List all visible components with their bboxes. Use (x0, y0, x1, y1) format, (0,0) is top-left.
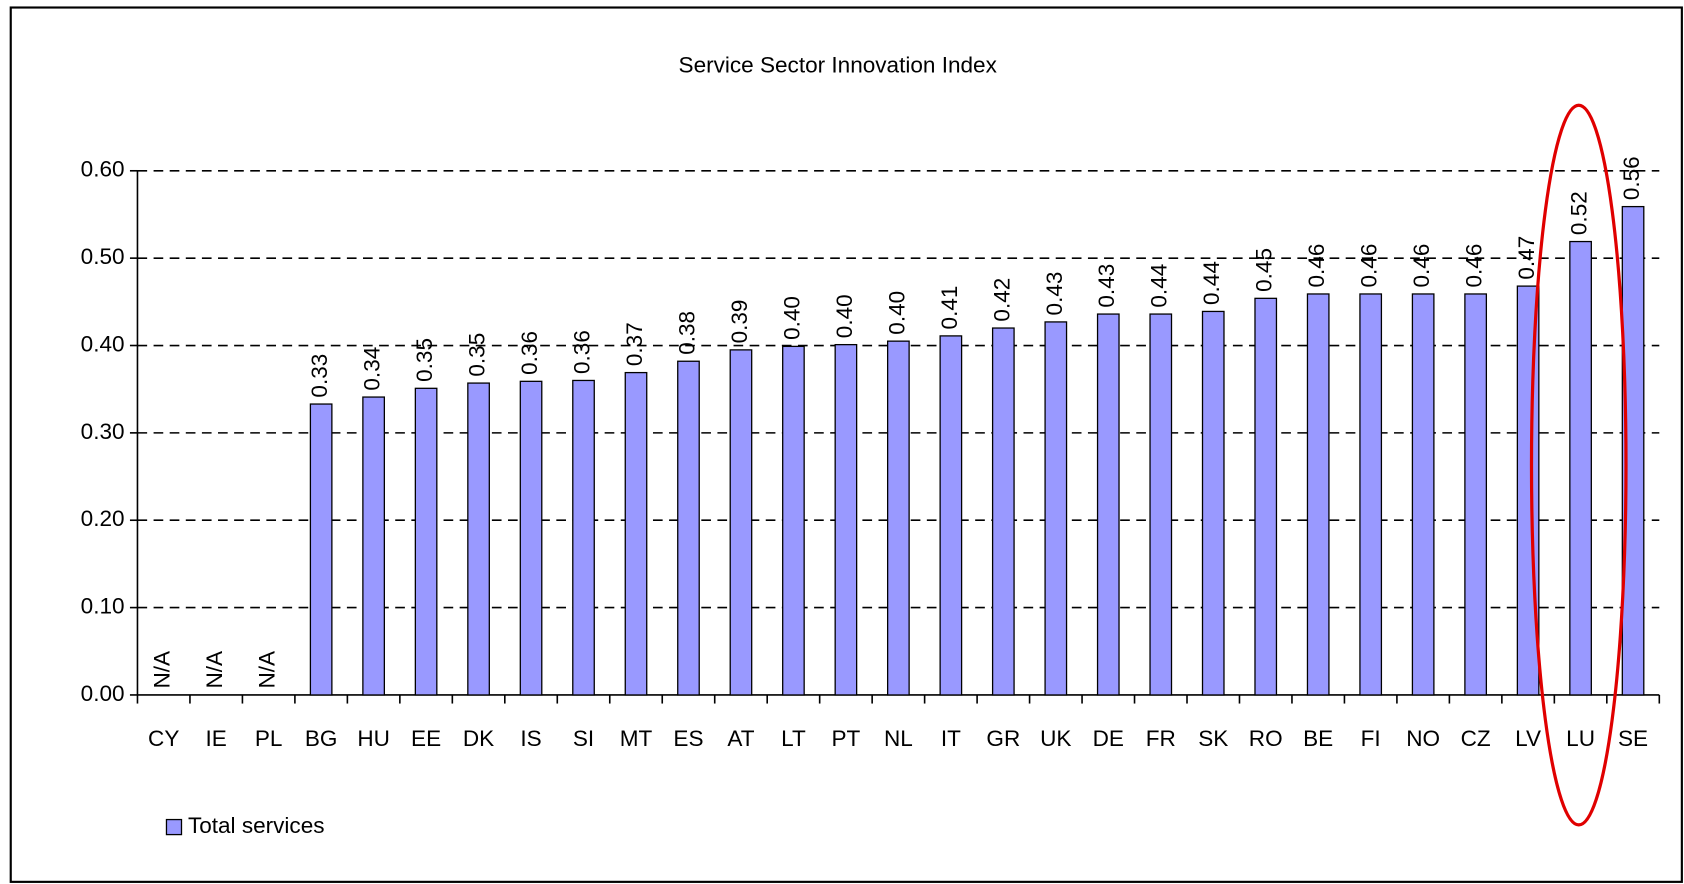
value-label: 0.33 (307, 354, 332, 398)
value-label: 0.52 (1567, 191, 1592, 235)
x-tick-label: EE (411, 726, 441, 751)
value-label: N/A (150, 651, 175, 689)
value-label: 0.56 (1619, 156, 1644, 200)
x-tick-label: NL (884, 726, 913, 751)
value-label: 0.42 (989, 278, 1014, 322)
value-label: 0.44 (1147, 264, 1172, 308)
value-label: 0.40 (884, 291, 909, 335)
bar (1464, 293, 1488, 696)
value-label: 0.41 (937, 286, 962, 330)
value-label: 0.35 (412, 338, 437, 382)
value-label: 0.36 (569, 330, 594, 374)
y-tick-label: 0.30 (81, 419, 125, 444)
value-label: 0.45 (1252, 248, 1277, 292)
value-label: N/A (255, 651, 280, 689)
x-tick-label: SK (1198, 726, 1228, 751)
x-tick-label: LU (1566, 726, 1595, 751)
bar (624, 371, 648, 696)
y-tick-label: 0.60 (81, 157, 125, 182)
value-label: 0.36 (517, 331, 542, 375)
value-label: 0.46 (1304, 244, 1329, 288)
x-tick-label: MT (620, 726, 653, 751)
x-tick-label: SE (1618, 726, 1648, 751)
x-tick-label: BG (305, 726, 338, 751)
x-tick-label: NO (1406, 726, 1440, 751)
x-tick-label: IT (941, 726, 961, 751)
bar (1044, 321, 1068, 696)
bar (886, 340, 910, 696)
value-label: 0.46 (1357, 244, 1382, 288)
bar (1359, 293, 1383, 696)
x-tick-label: LT (781, 726, 806, 751)
x-tick-label: HU (357, 726, 390, 751)
value-label: 0.39 (727, 300, 752, 344)
value-label: 0.46 (1462, 244, 1487, 288)
bar (1411, 293, 1435, 696)
y-tick-label: 0.40 (81, 331, 125, 356)
bar (1149, 313, 1173, 696)
value-label: N/A (202, 651, 227, 689)
x-tick-label: DK (463, 726, 494, 751)
bar (519, 380, 543, 696)
value-label: 0.40 (779, 296, 804, 340)
highlight-ellipse (1529, 103, 1628, 827)
bar (414, 387, 438, 696)
x-tick-label: RO (1249, 726, 1283, 751)
x-tick-label: IE (206, 726, 227, 751)
x-tick-label: UK (1040, 726, 1071, 751)
bar (1096, 313, 1120, 696)
legend-label: Total services (188, 813, 325, 838)
chart-title: Service Sector Innovation Index (679, 53, 998, 78)
bar (1254, 297, 1278, 696)
value-label: 0.40 (832, 294, 857, 338)
x-tick-label: PL (255, 726, 283, 751)
x-tick-label: ES (673, 726, 703, 751)
value-label: 0.46 (1409, 244, 1434, 288)
bar (309, 403, 333, 696)
x-tick-label: BE (1303, 726, 1333, 751)
x-tick-label: IS (520, 726, 541, 751)
y-tick-label: 0.10 (81, 594, 125, 619)
x-tick-label: FR (1146, 726, 1176, 751)
x-tick-label: FI (1361, 726, 1381, 751)
value-label: 0.34 (360, 347, 385, 391)
x-tick-label: PT (832, 726, 861, 751)
x-tick-label: SI (573, 726, 594, 751)
bar (729, 349, 753, 696)
bar (834, 343, 858, 696)
x-tick-label: AT (727, 726, 754, 751)
bar (1621, 205, 1645, 696)
value-label: 0.35 (465, 333, 490, 377)
x-tick-label: GR (986, 726, 1020, 751)
legend-swatch (165, 818, 183, 836)
value-label: 0.43 (1094, 264, 1119, 308)
x-tick-label: CZ (1461, 726, 1491, 751)
value-label: 0.44 (1199, 261, 1224, 305)
value-label: 0.47 (1514, 236, 1539, 280)
value-label: 0.43 (1042, 272, 1067, 316)
bar (1569, 240, 1592, 696)
y-tick-label: 0.50 (81, 244, 125, 269)
x-tick-label: CY (148, 726, 179, 751)
x-tick-label: DE (1093, 726, 1124, 751)
bar (677, 360, 700, 696)
y-tick-label: 0.00 (81, 681, 125, 706)
value-label: 0.37 (622, 322, 647, 366)
bar (572, 379, 595, 696)
bar (1201, 310, 1225, 696)
bar (939, 335, 963, 696)
bar (362, 396, 385, 696)
bar (991, 327, 1015, 696)
bar (782, 345, 805, 696)
y-tick-label: 0.20 (81, 506, 125, 531)
x-tick-label: LV (1515, 726, 1541, 751)
value-label: 0.38 (674, 311, 699, 355)
bar (467, 382, 490, 696)
bar (1306, 293, 1330, 696)
